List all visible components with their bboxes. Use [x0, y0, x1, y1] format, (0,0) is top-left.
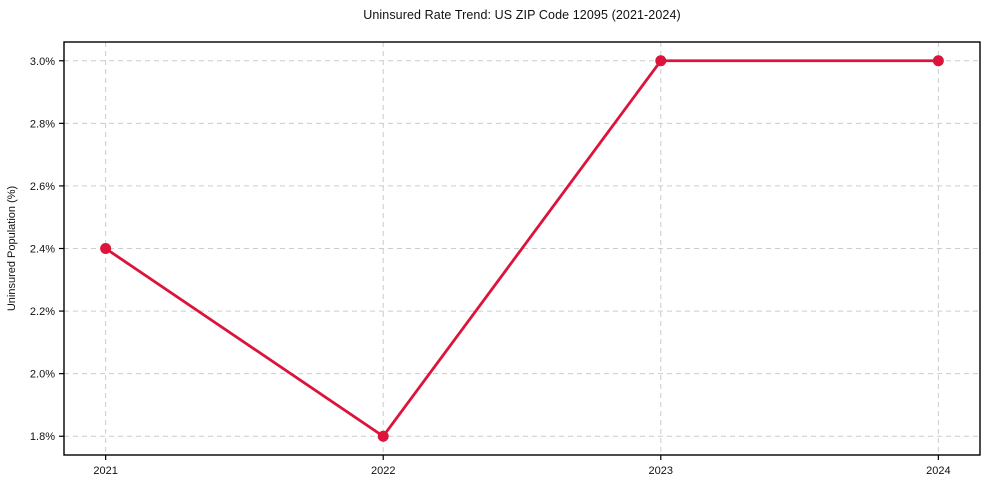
y-tick-label: 2.4% — [30, 244, 55, 256]
x-tick-label: 2023 — [649, 465, 673, 477]
data-point-2021 — [100, 243, 112, 254]
data-point-2022 — [377, 430, 389, 442]
trend-line — [104, 59, 940, 438]
y-axis-label: Uninsured Population (%) — [6, 186, 18, 311]
data-point-2023 — [655, 55, 667, 67]
x-tick-label: 2022 — [371, 465, 395, 477]
y-tick-label: 2.8% — [30, 118, 55, 130]
x-tick-label: 2024 — [926, 465, 950, 477]
y-tick-label: 3.0% — [30, 56, 55, 68]
y-tick-label: 2.0% — [30, 369, 55, 381]
data-point-2024 — [932, 55, 944, 67]
y-tick-label: 2.2% — [30, 306, 55, 318]
y-tick-label: 1.8% — [30, 431, 55, 443]
y-tick-label: 2.6% — [30, 181, 55, 193]
x-tick-label: 2021 — [93, 465, 117, 477]
chart-title: Uninsured Rate Trend: US ZIP Code 12095 … — [363, 8, 681, 22]
